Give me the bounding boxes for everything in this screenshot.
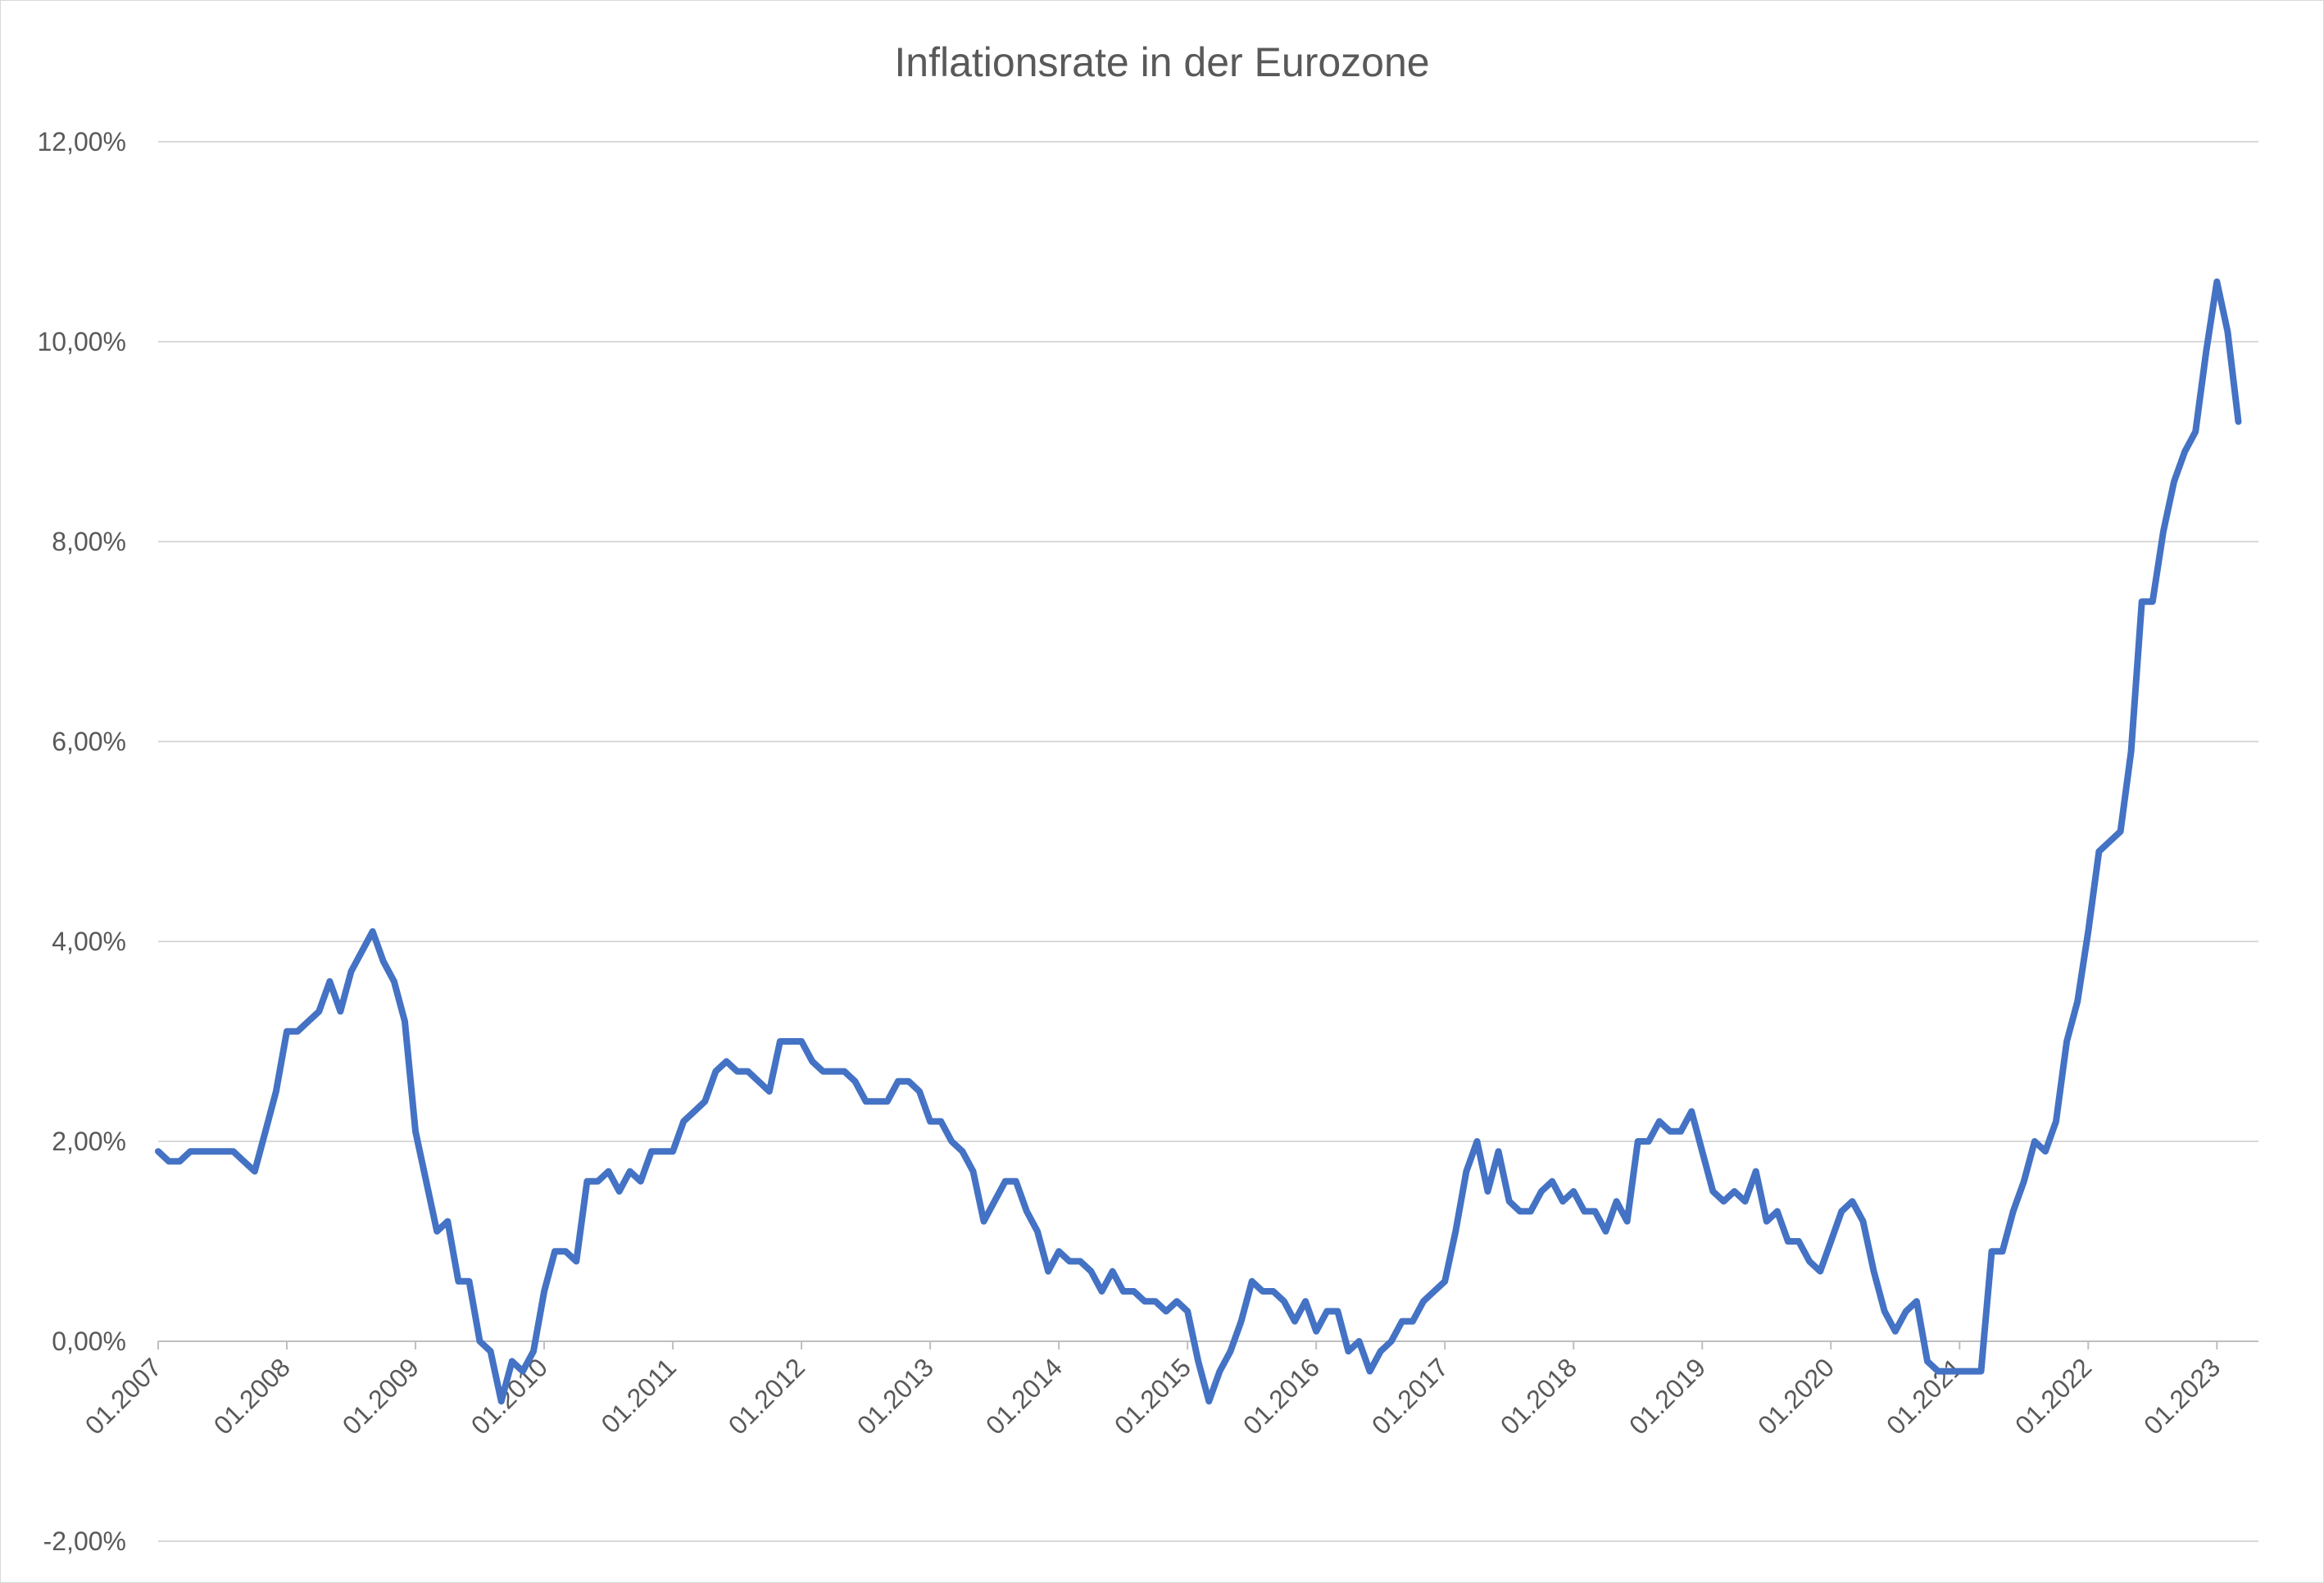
- y-tick-label: 0,00%: [52, 1327, 126, 1356]
- y-tick-label: 8,00%: [52, 527, 126, 556]
- x-tick-label: 01.2021: [1881, 1352, 1968, 1440]
- y-tick-label: 2,00%: [52, 1127, 126, 1156]
- x-tick-label: 01.2012: [723, 1352, 810, 1440]
- x-tick-label: 01.2019: [1623, 1352, 1711, 1440]
- x-tick-label: 01.2009: [337, 1352, 424, 1440]
- x-tick-label: 01.2007: [79, 1352, 167, 1440]
- y-axis-ticks: -2,00% 0,00% 2,00% 4,00% 6,00% 8,00% 10,00% 12,…: [37, 127, 126, 1556]
- x-tick-label: 01.2020: [1752, 1352, 1840, 1440]
- x-tick-label: 01.2008: [208, 1352, 296, 1440]
- gridlines: [158, 141, 2258, 1542]
- y-tick-label: -2,00%: [43, 1526, 126, 1556]
- x-axis-ticks: 01.2007 01.2008 01.2009 01.2010 01.2011 01.20…: [79, 1341, 2226, 1440]
- x-tick-label: 01.2014: [980, 1352, 1068, 1440]
- inflation-series-line: [155, 278, 2242, 1405]
- x-tick-label: 01.2011: [595, 1352, 682, 1439]
- x-tick-label: 01.2017: [1366, 1352, 1454, 1440]
- x-tick-label: 01.2023: [2138, 1352, 2226, 1440]
- chart-title: Inflationsrate in der Eurozone: [894, 39, 1429, 85]
- y-tick-label: 6,00%: [52, 727, 126, 756]
- x-tick-label: 01.2016: [1237, 1352, 1325, 1440]
- x-tick-label: 01.2013: [851, 1352, 939, 1440]
- x-tick-label: 01.2022: [2009, 1352, 2097, 1440]
- x-tick-label: 01.2018: [1495, 1352, 1582, 1440]
- y-tick-label: 10,00%: [37, 327, 126, 356]
- x-tick-label: 01.2015: [1109, 1352, 1196, 1440]
- y-tick-label: 4,00%: [52, 927, 126, 956]
- y-tick-label: 12,00%: [37, 127, 126, 156]
